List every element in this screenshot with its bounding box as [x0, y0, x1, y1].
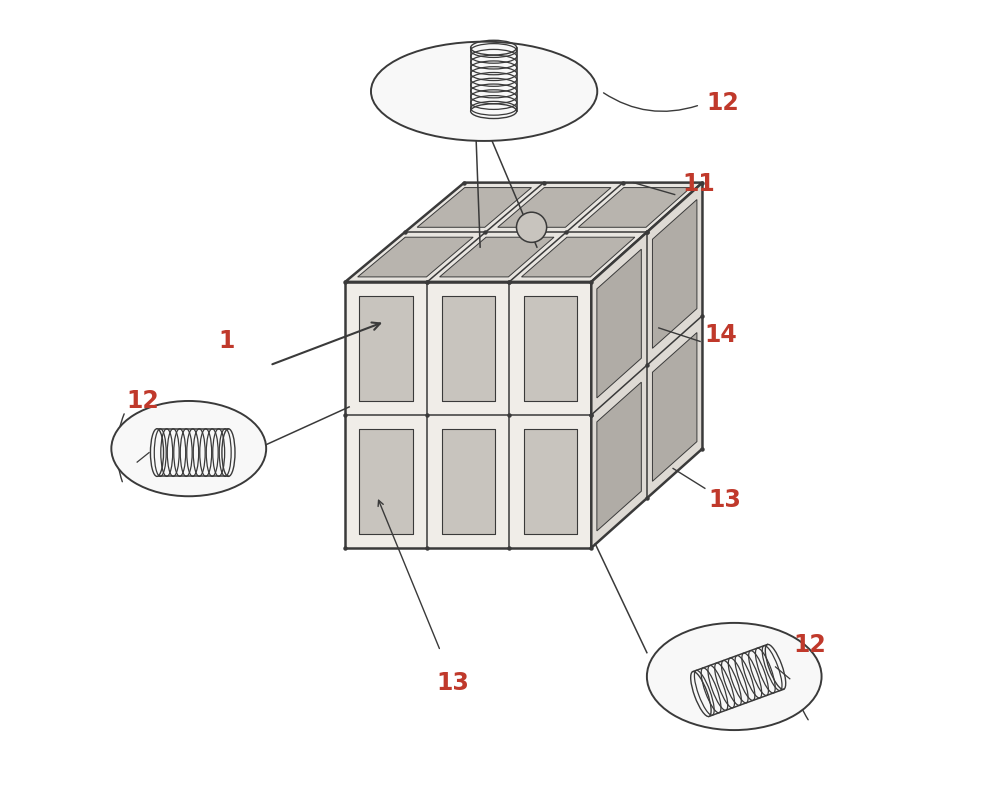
Text: 1: 1 [218, 330, 234, 353]
Polygon shape [345, 282, 591, 548]
Polygon shape [471, 48, 517, 111]
Text: 12: 12 [794, 633, 827, 657]
Polygon shape [358, 237, 473, 277]
Ellipse shape [647, 622, 822, 730]
Polygon shape [440, 237, 554, 277]
FancyArrowPatch shape [604, 93, 697, 111]
Polygon shape [522, 237, 635, 277]
Polygon shape [524, 429, 577, 534]
Polygon shape [652, 199, 697, 349]
Ellipse shape [691, 672, 711, 716]
Ellipse shape [516, 212, 547, 242]
Text: 12: 12 [127, 389, 160, 413]
Polygon shape [591, 183, 702, 548]
Polygon shape [442, 429, 495, 534]
Text: 14: 14 [705, 323, 738, 347]
Ellipse shape [471, 104, 517, 118]
FancyArrowPatch shape [789, 653, 808, 720]
Ellipse shape [111, 401, 266, 496]
Polygon shape [597, 249, 641, 398]
FancyArrowPatch shape [117, 414, 124, 482]
Text: 13: 13 [436, 671, 469, 695]
Ellipse shape [371, 41, 597, 141]
Polygon shape [652, 333, 697, 481]
Ellipse shape [150, 429, 164, 476]
Polygon shape [345, 183, 702, 282]
Text: 13: 13 [708, 488, 741, 512]
Polygon shape [417, 187, 531, 227]
Polygon shape [597, 382, 641, 531]
Text: 12: 12 [706, 91, 739, 115]
Polygon shape [359, 429, 413, 534]
Polygon shape [359, 296, 413, 400]
Text: 11: 11 [683, 172, 715, 196]
Polygon shape [578, 187, 691, 227]
Polygon shape [442, 296, 495, 400]
Polygon shape [524, 296, 577, 400]
Polygon shape [498, 187, 611, 227]
